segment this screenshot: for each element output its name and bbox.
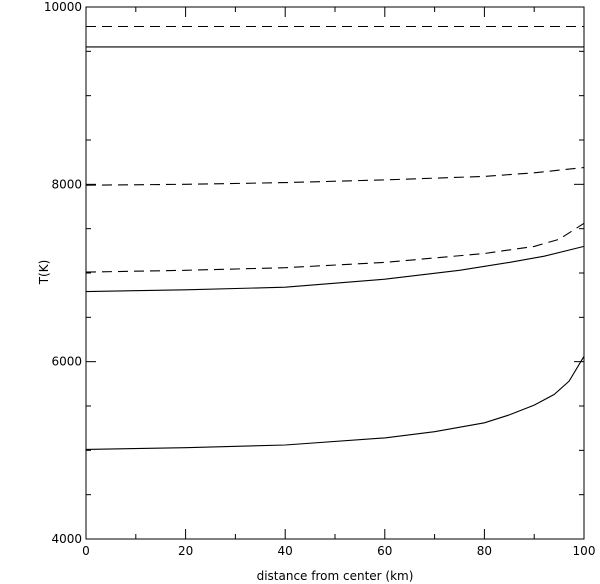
y-tick-label: 4000 xyxy=(51,532,82,546)
data-series xyxy=(85,25,585,450)
x-tick-label: 100 xyxy=(573,544,596,558)
y-tick-label: 6000 xyxy=(51,355,82,369)
axis-ticks xyxy=(85,6,585,540)
series-line-5-solid xyxy=(85,245,585,293)
series-line-3-dashed xyxy=(85,166,585,186)
series-line-6-solid xyxy=(85,356,585,450)
x-tick-label: 20 xyxy=(178,544,193,558)
y-tick-label: 8000 xyxy=(51,177,82,191)
series-line-4-dashed xyxy=(85,222,585,273)
y-tick-label: 10000 xyxy=(44,0,82,14)
y-axis-title: T(K) xyxy=(37,260,51,286)
x-tick-label: 80 xyxy=(477,544,492,558)
axis-tick-labels: 0 20 40 60 80 100 4000 6000 8000 10000 xyxy=(44,0,596,558)
x-axis-title: distance from center (km) xyxy=(257,569,414,583)
x-tick-label: 0 xyxy=(82,544,90,558)
plot-frame xyxy=(85,6,585,540)
x-tick-label: 40 xyxy=(278,544,293,558)
x-tick-label: 60 xyxy=(377,544,392,558)
